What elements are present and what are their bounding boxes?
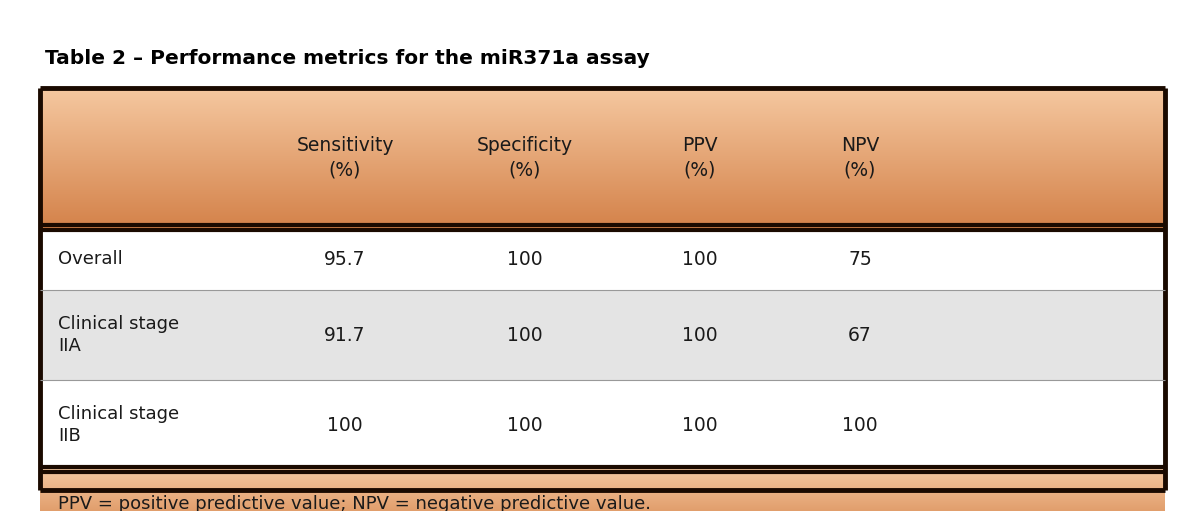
Bar [40, 228, 1165, 290]
Text: 100: 100 [682, 415, 718, 434]
Text: Sensitivity
(%): Sensitivity (%) [296, 136, 394, 180]
Text: 91.7: 91.7 [324, 326, 366, 344]
Text: Table 2 – Performance metrics for the miR371a assay: Table 2 – Performance metrics for the mi… [46, 49, 649, 67]
Text: 100: 100 [328, 415, 362, 434]
Text: 95.7: 95.7 [324, 249, 366, 268]
Text: 75: 75 [848, 249, 872, 268]
Text: 100: 100 [842, 415, 878, 434]
Text: 100: 100 [682, 326, 718, 344]
Text: Overall: Overall [58, 250, 122, 268]
Text: Clinical stage
IIA: Clinical stage IIA [58, 315, 179, 356]
Text: 100: 100 [508, 249, 542, 268]
Text: Clinical stage
IIB: Clinical stage IIB [58, 405, 179, 446]
Text: 100: 100 [682, 249, 718, 268]
Text: Specificity
(%): Specificity (%) [476, 136, 574, 180]
Text: 67: 67 [848, 326, 872, 344]
Text: NPV
(%): NPV (%) [841, 136, 880, 180]
Text: 100: 100 [508, 415, 542, 434]
Bar [40, 380, 1165, 470]
Bar [40, 290, 1165, 380]
Text: 100: 100 [508, 326, 542, 344]
Text: PPV
(%): PPV (%) [682, 136, 718, 180]
Text: PPV = positive predictive value; NPV = negative predictive value.: PPV = positive predictive value; NPV = n… [58, 495, 650, 511]
